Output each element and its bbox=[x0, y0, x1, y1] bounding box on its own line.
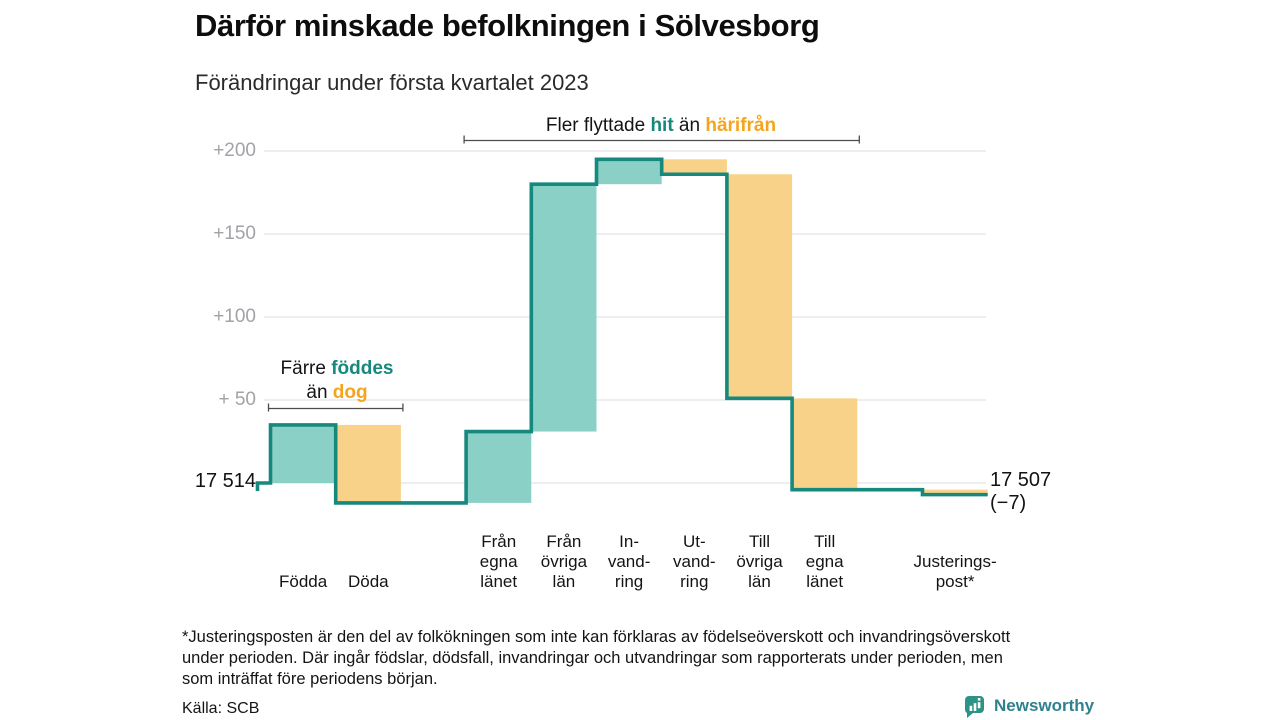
y-axis-tick-label: + 50 bbox=[218, 389, 256, 410]
x-axis-label: In- vand- ring bbox=[607, 532, 651, 591]
bar-utvandring bbox=[661, 159, 727, 175]
x-axis-label: Döda bbox=[347, 572, 389, 591]
annotation-text: än bbox=[673, 115, 706, 136]
x-axis-label: Från övriga län bbox=[540, 532, 588, 591]
footnote: *Justeringsposten är den del av folkökni… bbox=[182, 628, 1011, 688]
cumulative-path bbox=[255, 157, 988, 505]
x-axis-label: Från egna länet bbox=[479, 532, 518, 591]
bar-d-da bbox=[335, 424, 401, 503]
annotation-text: Färre bbox=[280, 358, 332, 379]
y-axis-tick-label: +100 bbox=[213, 306, 256, 327]
annotation-text: Fler flyttade bbox=[545, 115, 651, 136]
y-axis-tick-label: +150 bbox=[213, 223, 256, 244]
x-axis-label: Till egna länet bbox=[805, 532, 844, 591]
annotation-births: Färre föddes än dog bbox=[247, 357, 427, 405]
y-axis-tick-label: +200 bbox=[213, 140, 256, 161]
bar-invandring bbox=[596, 159, 662, 185]
newsworthy-logo: Newsworthy bbox=[963, 694, 1094, 718]
bar-f-dda bbox=[270, 424, 336, 483]
end-delta-label: (−7) bbox=[990, 492, 1027, 514]
x-axis-label: Till övriga län bbox=[736, 532, 783, 591]
annotation-births-line1: Färre föddes bbox=[247, 357, 427, 381]
bar-fr-n-egna-l-net bbox=[466, 431, 532, 503]
newsworthy-bar-chart-icon bbox=[964, 696, 984, 718]
chart-title: Därför minskade befolkningen i Sölvesbor… bbox=[195, 8, 820, 43]
annotation-text-orange: härifrån bbox=[705, 115, 777, 136]
x-axis-label: Ut- vand- ring bbox=[673, 532, 716, 591]
annotation-births-line2: än dog bbox=[247, 381, 427, 405]
newsworthy-logo-text: Newsworthy bbox=[994, 696, 1095, 715]
start-value-label: 17 514 bbox=[194, 470, 256, 492]
bar-fr-n-vriga-l-n bbox=[531, 184, 597, 432]
bar-justeringspost bbox=[922, 489, 988, 495]
annotation-text-teal: föddes bbox=[331, 358, 394, 379]
annotation-text-teal: hit bbox=[650, 115, 674, 136]
annotation-text-orange: dog bbox=[332, 382, 368, 403]
chart-subtitle: Förändringar under första kvartalet 2023 bbox=[195, 70, 589, 95]
annotation-text: än bbox=[306, 382, 333, 403]
source-label: Källa: SCB bbox=[182, 700, 260, 717]
annotation-moves: Fler flyttade hit än härifrån bbox=[461, 114, 861, 138]
x-axis-label: Justerings- post* bbox=[913, 552, 997, 591]
x-axis-label: Födda bbox=[278, 572, 328, 591]
bar-till-vriga-l-n bbox=[726, 174, 793, 399]
end-value-label: 17 507 bbox=[990, 469, 1052, 491]
bar-till-egna-l-net bbox=[792, 398, 858, 490]
